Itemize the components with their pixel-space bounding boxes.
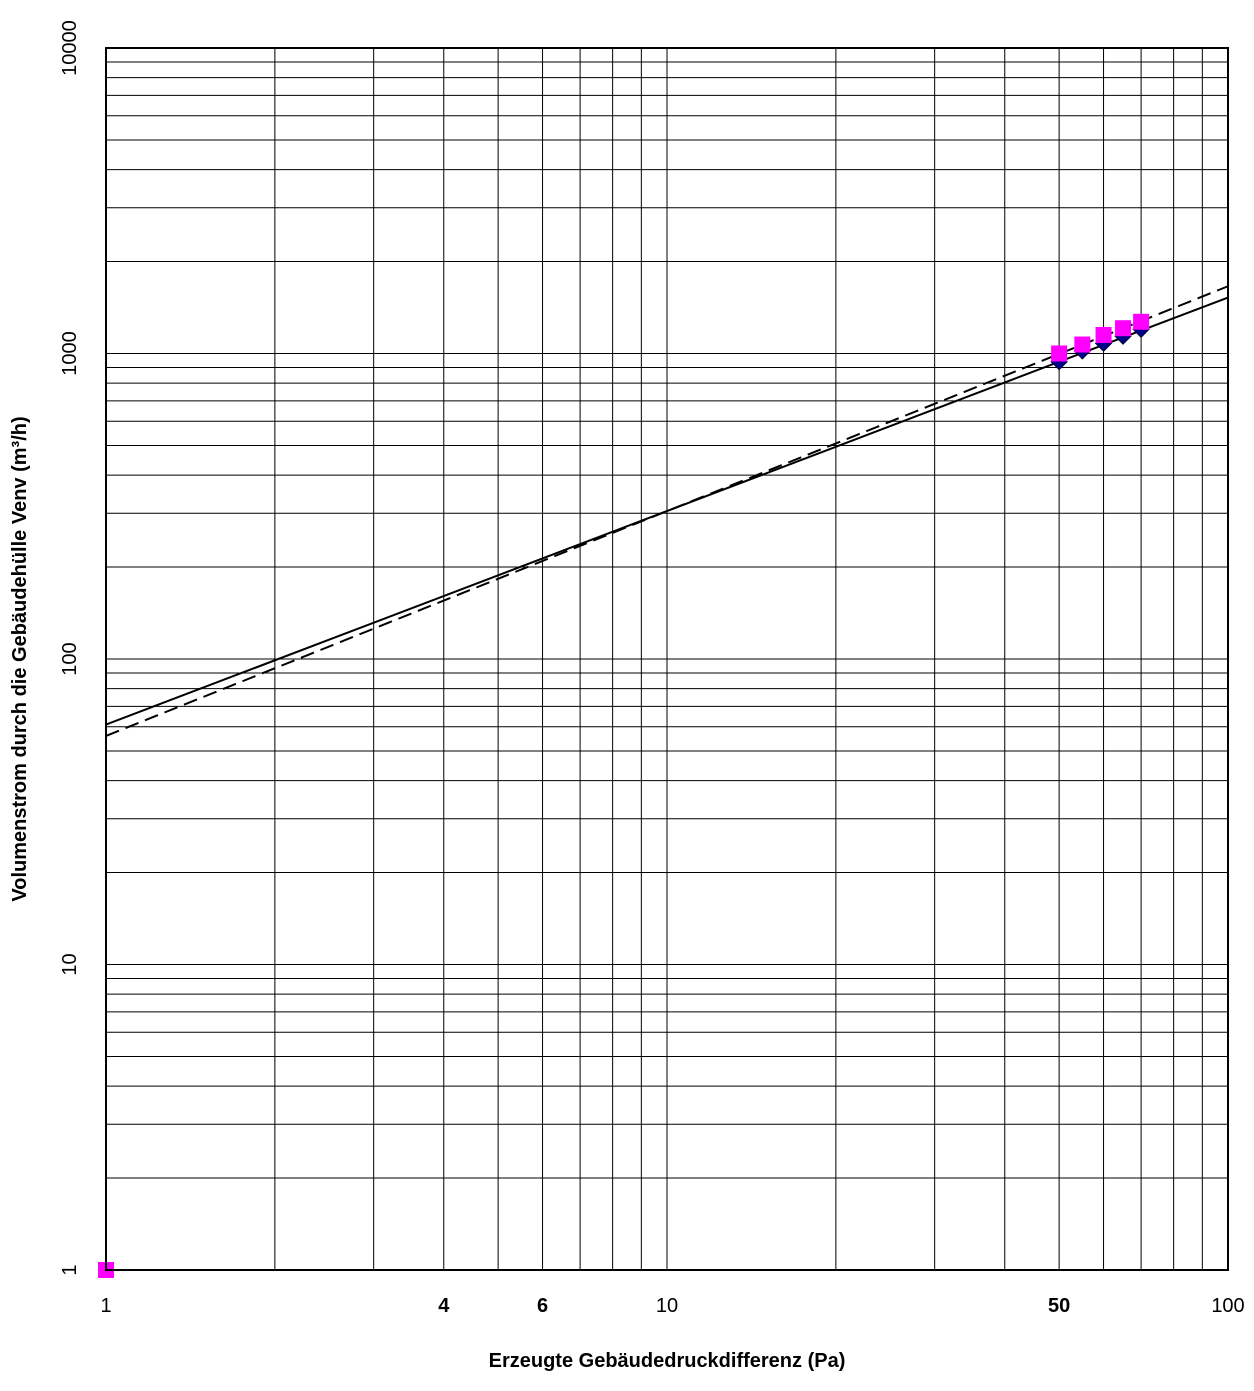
y-axis-title: Volumenstrom durch die Gebäudehülle Venv… [9,416,31,901]
x-tick-label: 100 [1211,1295,1244,1317]
square-point [1051,345,1068,362]
y-tick-label: 1000 [59,331,81,376]
dashed-fit-line [105,285,1229,737]
x-tick-label: 6 [537,1295,548,1317]
fit-lines [105,285,1229,737]
y-tick-label: 1 [59,1264,81,1275]
data-points [98,313,1150,1278]
y-tick-label: 10 [59,953,81,975]
square-point [1133,313,1150,330]
y-tick-labels: 1 10 100 1000 10000 [59,20,81,1275]
x-tick-label: 50 [1048,1295,1070,1317]
x-tick-label: 1 [100,1295,111,1317]
square-point [1074,336,1091,353]
y-tick-label: 10000 [59,20,81,76]
square-point [1115,320,1132,337]
solid-fit-line [105,296,1229,726]
x-tick-label: 4 [438,1295,450,1317]
grid-lines [106,48,1228,1270]
x-axis-title: Erzeugte Gebäudedruckdifferenz (Pa) [489,1350,846,1372]
x-tick-labels: 1 4 6 10 50 100 [100,1295,1244,1317]
y-tick-label: 100 [59,642,81,675]
square-point [1095,326,1112,343]
plot-area-frame [105,47,1229,1271]
x-tick-label: 10 [656,1295,678,1317]
